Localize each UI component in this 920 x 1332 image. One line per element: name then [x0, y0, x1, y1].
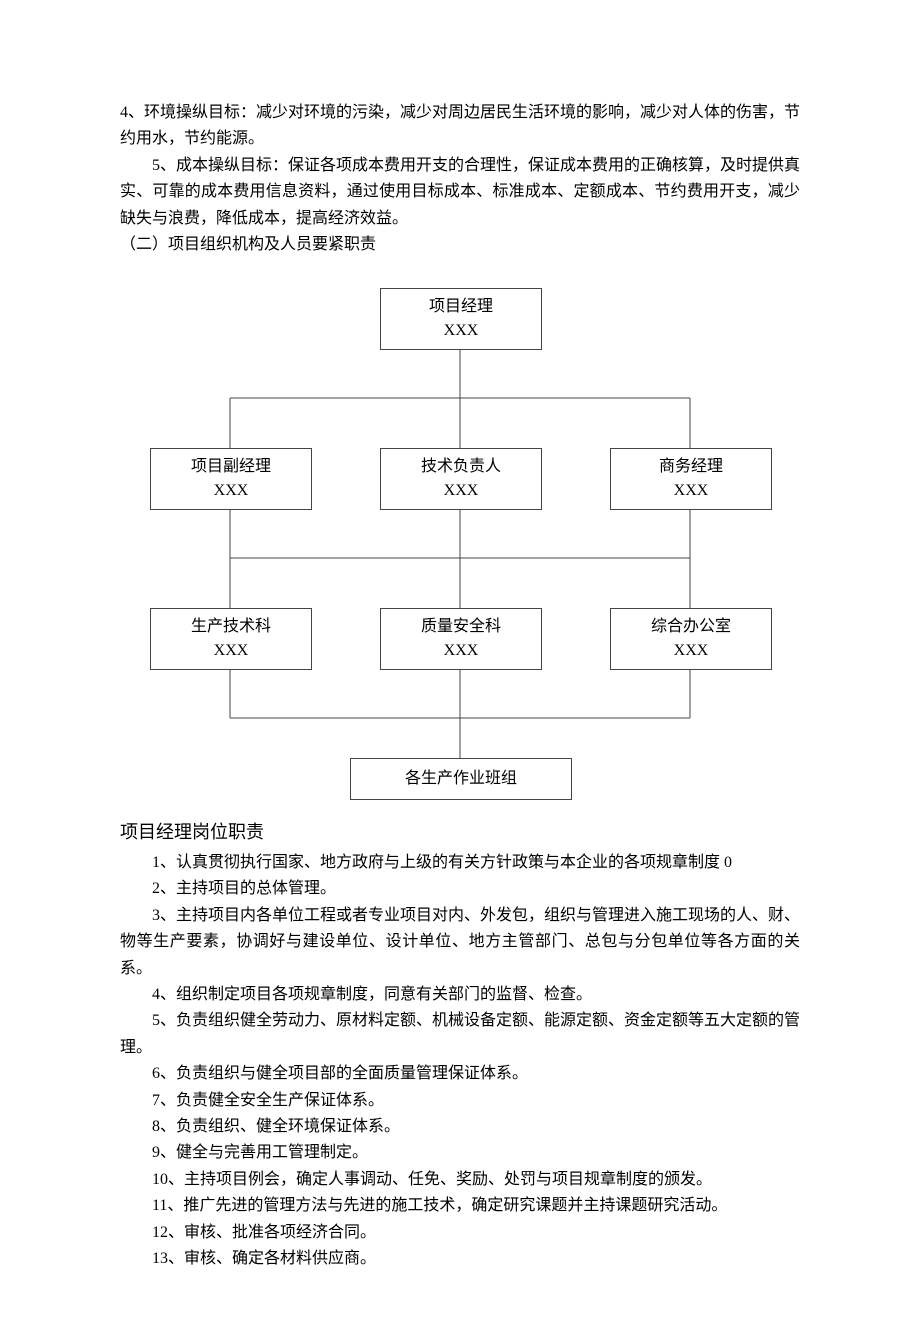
- section-title-pm-duties: 项目经理岗位职责: [120, 818, 800, 848]
- node-quality-safety: 质量安全科 XXX: [380, 608, 542, 670]
- node-sub: XXX: [381, 479, 541, 503]
- org-chart: 项目经理 XXX 项目副经理 XXX 技术负责人 XXX 商务经理 XXX 生产…: [120, 288, 800, 808]
- node-production-tech: 生产技术科 XXX: [150, 608, 312, 670]
- duty-item: 3、主持项目内各单位工程或者专业项目对内、外发包，组织与管理进入施工现场的人、财…: [120, 903, 800, 982]
- duty-item: 13、审核、确定各材料供应商。: [120, 1246, 800, 1272]
- duty-item: 4、组织制定项目各项规章制度，同意有关部门的监督、检查。: [120, 982, 800, 1008]
- node-title: 各生产作业班组: [351, 767, 571, 791]
- duty-item: 6、负责组织与健全项目部的全面质量管理保证体系。: [120, 1061, 800, 1087]
- duty-item: 8、负责组织、健全环境保证体系。: [120, 1114, 800, 1140]
- node-title: 项目经理: [381, 295, 541, 319]
- node-sub: XXX: [611, 479, 771, 503]
- node-title: 质量安全科: [381, 615, 541, 639]
- document-page: 4、环境操纵目标：减少对环境的污染，减少对周边居民生活环境的影响，减少对人体的伤…: [0, 0, 920, 1332]
- duty-item: 5、负责组织健全劳动力、原材料定额、机械设备定额、能源定额、资金定额等五大定额的…: [120, 1008, 800, 1061]
- node-sub: XXX: [381, 319, 541, 343]
- node-work-groups: 各生产作业班组: [350, 758, 572, 800]
- node-general-office: 综合办公室 XXX: [610, 608, 772, 670]
- duty-item: 12、审核、批准各项经济合同。: [120, 1220, 800, 1246]
- duty-item: 9、健全与完善用工管理制定。: [120, 1140, 800, 1166]
- node-sub: XXX: [151, 639, 311, 663]
- duty-item: 11、推广先进的管理方法与先进的施工技术，确定研究课题并主持课题研究活动。: [120, 1193, 800, 1219]
- node-deputy-manager: 项目副经理 XXX: [150, 448, 312, 510]
- node-tech-lead: 技术负责人 XXX: [380, 448, 542, 510]
- node-sub: XXX: [611, 639, 771, 663]
- paragraph-env-target: 4、环境操纵目标：减少对环境的污染，减少对周边居民生活环境的影响，减少对人体的伤…: [120, 100, 800, 153]
- duty-item: 2、主持项目的总体管理。: [120, 876, 800, 902]
- node-title: 商务经理: [611, 455, 771, 479]
- node-business-manager: 商务经理 XXX: [610, 448, 772, 510]
- node-sub: XXX: [151, 479, 311, 503]
- paragraph-cost-target: 5、成本操纵目标：保证各项成本费用开支的合理性，保证成本费用的正确核算，及时提供…: [120, 153, 800, 232]
- duty-item: 10、主持项目例会，确定人事调动、任免、奖励、处罚与项目规章制度的颁发。: [120, 1167, 800, 1193]
- node-title: 项目副经理: [151, 455, 311, 479]
- org-chart-connectors: [120, 288, 800, 808]
- node-project-manager: 项目经理 XXX: [380, 288, 542, 350]
- paragraph-section-heading: （二）项目组织机构及人员要紧职责: [120, 232, 800, 258]
- node-title: 技术负责人: [381, 455, 541, 479]
- duty-item: 1、认真贯彻执行国家、地方政府与上级的有关方针政策与本企业的各项规章制度 0: [120, 850, 800, 876]
- node-title: 综合办公室: [611, 615, 771, 639]
- node-title: 生产技术科: [151, 615, 311, 639]
- duty-item: 7、负责健全安全生产保证体系。: [120, 1088, 800, 1114]
- node-sub: XXX: [381, 639, 541, 663]
